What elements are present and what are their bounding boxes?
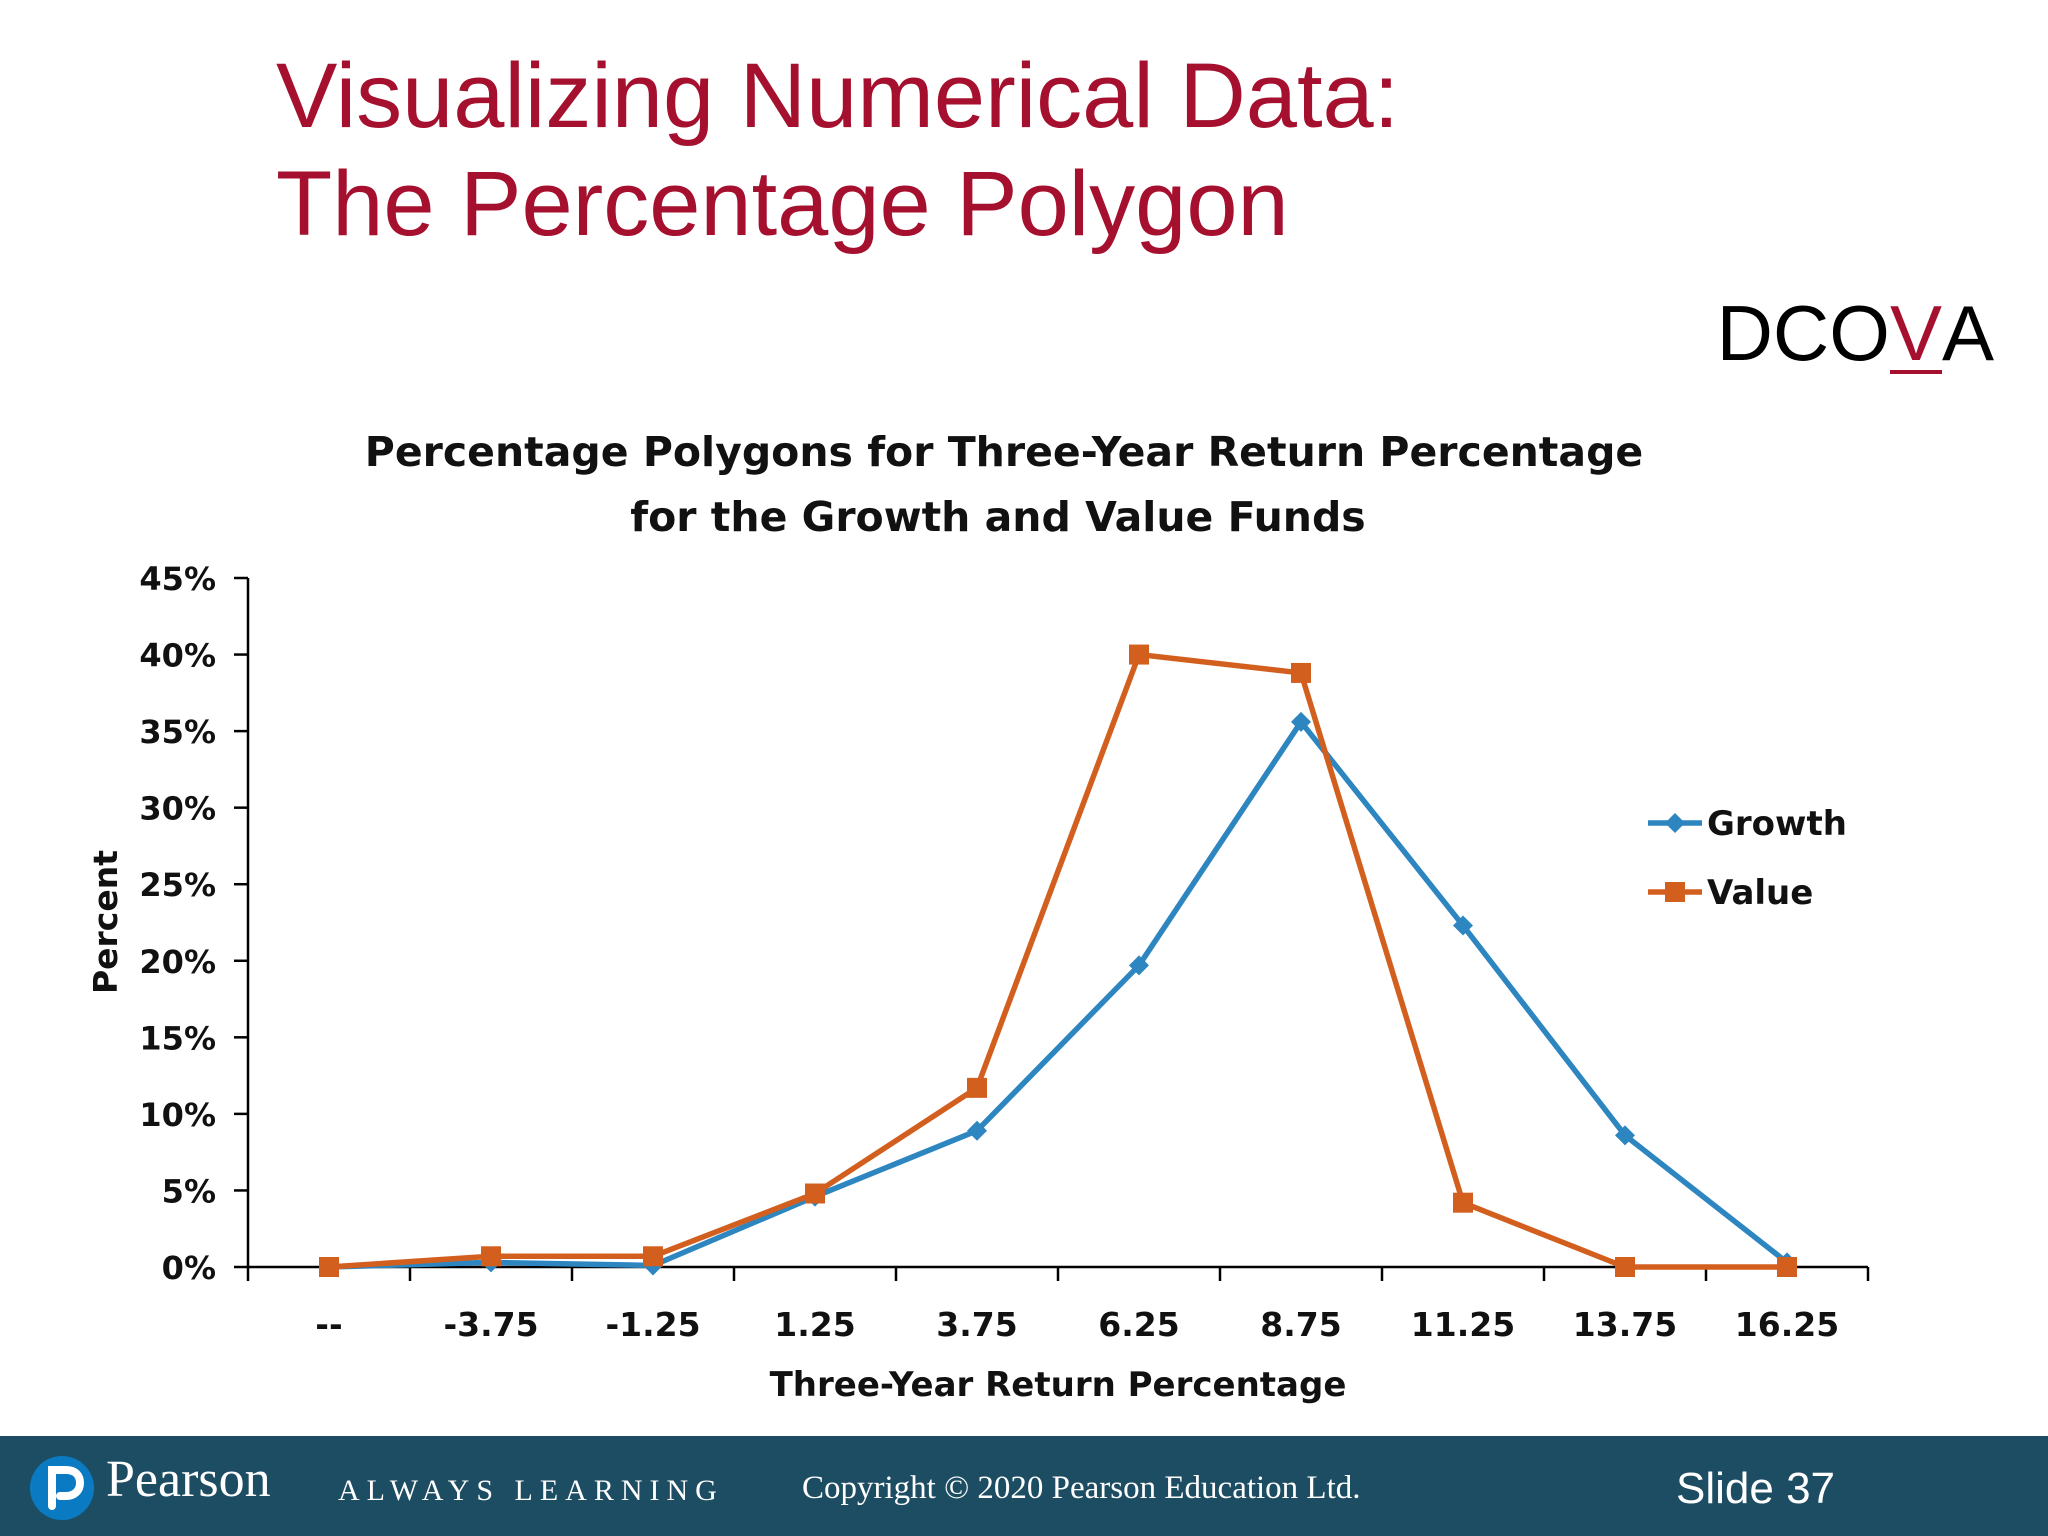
value-data-point (967, 1077, 987, 1098)
percentage-polygon-chart: Percentage Polygons for Three-Year Retur… (86, 428, 1870, 1405)
chart-legend: Growth Value (1648, 804, 1847, 913)
x-tick-label: 13.75 (1573, 1305, 1677, 1344)
value-series-line (328, 651, 1787, 1270)
value-data-point (1777, 1257, 1797, 1277)
growth-series-line (328, 719, 1789, 1270)
growth-data-point (1291, 711, 1311, 732)
slide-number: Slide 37 (1676, 1464, 1836, 1513)
footer-bar: Pearson ALWAYS LEARNING Copyright © 2020… (0, 1436, 2048, 1536)
x-tick-label: 3.75 (936, 1305, 1017, 1344)
series-value (319, 644, 1797, 1277)
x-tick-label: 16.25 (1735, 1305, 1839, 1344)
chart-title-line2: for the Growth and Value Funds (630, 493, 1365, 541)
value-data-point (1129, 644, 1149, 665)
growth-data-point (967, 1120, 987, 1141)
y-tick-label: 20% (139, 943, 216, 981)
legend-label-value: Value (1707, 873, 1813, 913)
y-tick-label: 35% (139, 713, 216, 751)
value-data-point (805, 1183, 825, 1204)
y-tick-label: 10% (139, 1096, 216, 1134)
value-data-point (481, 1246, 501, 1267)
x-tick-label: 8.75 (1260, 1305, 1341, 1344)
value-data-point (1615, 1257, 1635, 1277)
y-tick-label: 0% (162, 1249, 216, 1287)
footer-copyright: Copyright © 2020 Pearson Education Ltd. (802, 1470, 1361, 1506)
legend-marker-value (1665, 882, 1685, 902)
value-data-point (319, 1257, 339, 1277)
x-axis-label: Three-Year Return Percentage (770, 1365, 1347, 1405)
y-tick-label: 45% (139, 560, 216, 598)
x-tick-label: -- (315, 1305, 342, 1344)
legend-label-growth: Growth (1707, 804, 1847, 844)
y-tick-label: 15% (139, 1019, 216, 1057)
slide-title: Visualizing Numerical Data: The Percenta… (276, 42, 1399, 258)
slide-title-line2: The Percentage Polygon (276, 153, 1289, 255)
slide-title-line1: Visualizing Numerical Data: (276, 45, 1400, 147)
y-tick-label: 5% (162, 1172, 216, 1210)
value-data-point (1291, 662, 1311, 683)
legend-marker-growth (1665, 813, 1685, 833)
dcova-suffix: A (1941, 289, 1994, 377)
x-tick-label: 11.25 (1411, 1305, 1515, 1344)
x-tick-label: -1.25 (605, 1305, 700, 1344)
pearson-wordmark: Pearson (106, 1451, 271, 1508)
growth-data-point (1615, 1125, 1635, 1146)
y-axis-label: Percent (86, 850, 125, 994)
y-tick-label: 40% (139, 637, 216, 675)
growth-data-point (1453, 915, 1473, 936)
dcova-prefix: DCO (1716, 289, 1890, 377)
footer-tagline: ALWAYS LEARNING (338, 1474, 724, 1507)
series-growth (319, 711, 1797, 1277)
x-tick-label: 6.25 (1098, 1305, 1179, 1344)
dcova-label: DCOVA (1717, 288, 1994, 379)
x-tick-label: -3.75 (443, 1305, 538, 1344)
y-tick-label: 30% (139, 790, 216, 828)
pearson-logo-icon (30, 1456, 94, 1520)
value-data-point (1453, 1192, 1473, 1213)
chart-title-line1: Percentage Polygons for Three-Year Retur… (365, 428, 1643, 476)
growth-data-point (1129, 955, 1149, 976)
value-data-point (643, 1246, 663, 1267)
dcova-highlight: V (1889, 289, 1942, 377)
y-tick-label: 25% (139, 866, 216, 904)
x-tick-label: 1.25 (774, 1305, 855, 1344)
